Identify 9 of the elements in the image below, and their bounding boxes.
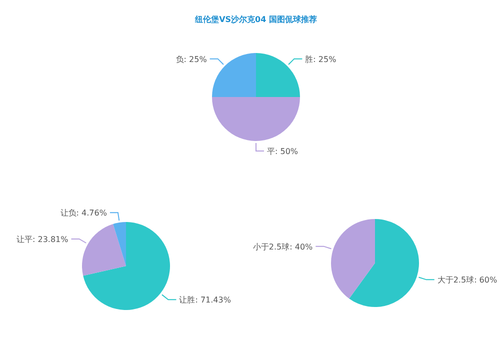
title: 纽伦堡VS沙尔克04 国图侃球推荐 [195,15,317,24]
data-label: 负: 25% [176,54,207,64]
data-label: 小于2.5球: 40% [252,242,313,252]
data-label: 让平: 23.81% [16,235,68,244]
data-label: 大于2.5球: 60% [437,276,498,285]
data-label: 让胜: 71.43% [179,296,231,305]
data-label: 胜: 25% [305,54,336,64]
data-label: 平: 50% [267,147,298,156]
data-label: 让负: 4.76% [60,208,107,218]
